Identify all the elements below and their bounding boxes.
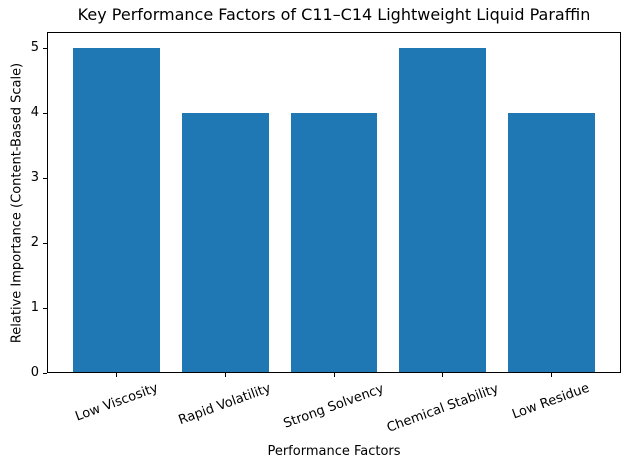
y-tick bbox=[43, 177, 47, 179]
bar-strong-solvency bbox=[290, 113, 378, 373]
x-axis-label: Performance Factors bbox=[267, 444, 401, 459]
y-tick bbox=[43, 47, 47, 49]
x-tick-label: Low Residue bbox=[510, 380, 592, 423]
x-tick bbox=[550, 373, 552, 377]
x-tick bbox=[224, 373, 226, 377]
bar-rapid-volatility bbox=[181, 113, 269, 373]
x-tick bbox=[116, 373, 118, 377]
y-tick bbox=[43, 307, 47, 309]
y-tick bbox=[43, 112, 47, 114]
x-tick bbox=[442, 373, 444, 377]
y-tick bbox=[43, 242, 47, 244]
x-tick-label: Strong Solvency bbox=[281, 381, 386, 432]
y-tick-label: 4 bbox=[30, 105, 39, 121]
x-tick-label: Low Viscosity bbox=[72, 380, 160, 425]
y-axis-label: Relative Importance (Content-Based Scale… bbox=[9, 62, 25, 344]
x-tick-label: Chemical Stability bbox=[384, 381, 501, 436]
y-tick-label: 1 bbox=[30, 300, 39, 316]
chart-title: Key Performance Factors of C11–C14 Light… bbox=[77, 5, 591, 24]
y-tick bbox=[43, 372, 47, 374]
y-tick-label: 5 bbox=[30, 40, 39, 56]
y-tick-label: 3 bbox=[30, 170, 39, 186]
bar-low-residue bbox=[507, 113, 595, 373]
x-tick-label: Rapid Volatility bbox=[176, 380, 274, 429]
bar-low-viscosity bbox=[73, 48, 161, 373]
y-tick-label: 0 bbox=[30, 365, 39, 380]
x-tick bbox=[333, 373, 335, 377]
bar-chemical-stability bbox=[399, 48, 487, 373]
y-tick-label: 2 bbox=[30, 235, 39, 251]
